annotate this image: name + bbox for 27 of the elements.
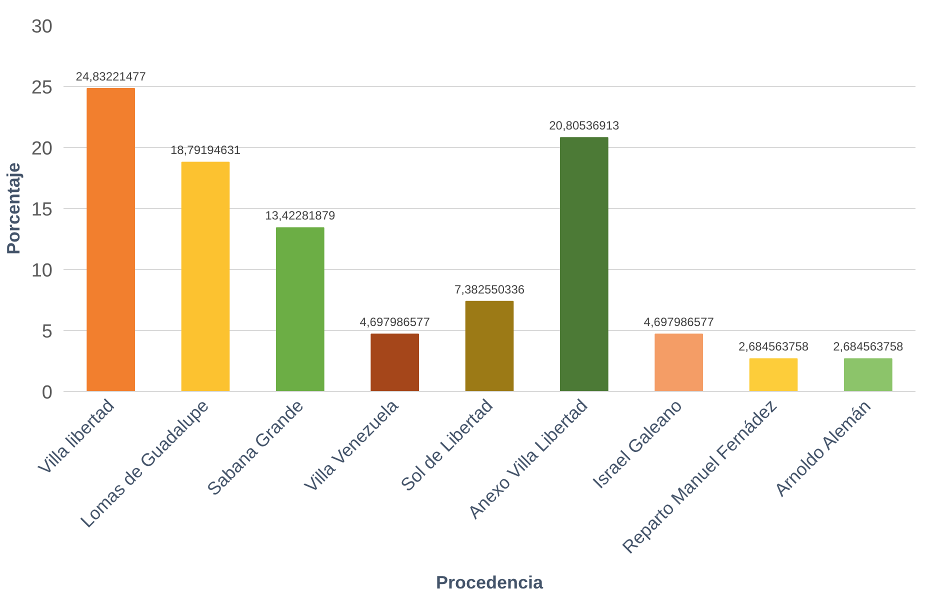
bar: [276, 227, 324, 392]
y-tick-label: 20: [31, 138, 53, 160]
bar: [560, 137, 608, 392]
data-label: 7,382550336: [454, 282, 525, 296]
y-tick-label: 25: [31, 78, 53, 98]
bar: [86, 88, 135, 392]
bar: [654, 334, 703, 392]
y-tick-label: 0: [42, 382, 53, 404]
data-label: 2,684563758: [738, 340, 809, 354]
data-label: 4,697986577: [644, 315, 714, 330]
data-label: 18,79194631: [170, 143, 241, 158]
data-label: 24,83221477: [76, 70, 146, 84]
bar: [181, 162, 230, 392]
bar: [844, 358, 892, 392]
y-tick-label: 10: [31, 260, 53, 282]
data-label: 4,697986577: [360, 315, 430, 330]
y-tick-label: 30: [31, 16, 53, 38]
data-label: 20,80536913: [549, 118, 620, 133]
data-label: 2,684563758: [833, 340, 904, 354]
y-tick-label: 15: [31, 200, 53, 220]
y-tick-label: 5: [42, 322, 53, 342]
bar: [465, 300, 514, 392]
bar: [749, 358, 798, 392]
x-axis-title: Procedencia: [436, 572, 544, 593]
bar: [370, 334, 419, 392]
data-label: 13,42281879: [265, 208, 336, 223]
y-axis-title: Porcentaje: [3, 162, 24, 255]
